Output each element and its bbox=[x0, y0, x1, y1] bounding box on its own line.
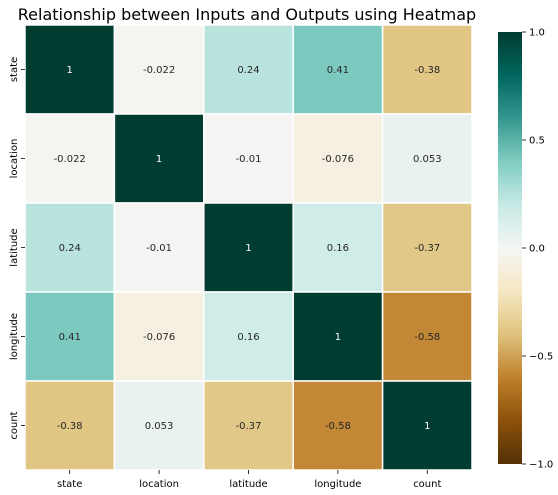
heatmap-cell bbox=[24, 380, 116, 471]
cell-value-label: 0.053 bbox=[413, 154, 442, 165]
cell-value-label: 0.41 bbox=[327, 65, 349, 76]
y-tick-label: location bbox=[9, 139, 20, 179]
colorbar-gradient bbox=[498, 32, 522, 464]
cell-value-label: 0.24 bbox=[59, 243, 81, 254]
x-tick-label: latitude bbox=[229, 479, 267, 490]
colorbar-tick-label: −0.5 bbox=[529, 352, 553, 363]
cell-value-label: -0.58 bbox=[325, 421, 351, 432]
colorbar-tick-label: −1.0 bbox=[529, 460, 553, 471]
heatmap-cell bbox=[381, 113, 473, 204]
y-tick-label: longitude bbox=[9, 313, 20, 360]
cell-value-label: 1 bbox=[245, 243, 251, 254]
cell-value-label: 0.24 bbox=[237, 65, 259, 76]
y-tick-label: count bbox=[9, 411, 20, 439]
heatmap-cell bbox=[292, 291, 384, 382]
y-axis-ticks: state location latitude longitude count bbox=[9, 57, 25, 440]
heatmap-cell bbox=[113, 380, 205, 471]
heatmap-cell bbox=[24, 24, 116, 115]
cell-value-label: -0.58 bbox=[414, 332, 440, 343]
cell-value-label: -0.37 bbox=[236, 421, 262, 432]
cell-value-label: 0.053 bbox=[145, 421, 174, 432]
cell-value-label: -0.37 bbox=[414, 243, 440, 254]
cell-value-label: -0.01 bbox=[146, 243, 172, 254]
heatmap-cell bbox=[113, 202, 205, 293]
heatmap-cell bbox=[381, 380, 473, 471]
cell-value-label: 0.16 bbox=[327, 243, 349, 254]
colorbar-tick-label: 0.0 bbox=[529, 244, 545, 255]
cell-value-label: -0.022 bbox=[54, 154, 86, 165]
cell-value-label: 1 bbox=[156, 154, 162, 165]
x-tick-label: location bbox=[139, 479, 179, 490]
x-tick-label: state bbox=[57, 479, 82, 490]
cell-value-label: 1 bbox=[67, 65, 73, 76]
cell-value-label: 0.16 bbox=[237, 332, 259, 343]
heatmap-cell bbox=[203, 113, 294, 204]
heatmap-cell bbox=[203, 24, 294, 115]
heatmap-cell bbox=[203, 291, 294, 382]
x-tick-label: count bbox=[413, 479, 441, 490]
cell-value-label: -0.076 bbox=[143, 332, 175, 343]
heatmap-cell bbox=[292, 202, 384, 293]
cell-value-label: -0.076 bbox=[322, 154, 354, 165]
cell-value-label: 1 bbox=[424, 421, 430, 432]
heatmap-cell bbox=[113, 291, 205, 382]
cell-value-label: -0.022 bbox=[143, 65, 175, 76]
cell-value-label: -0.01 bbox=[236, 154, 262, 165]
y-tick-label: latitude bbox=[9, 228, 20, 266]
cell-value-label: -0.38 bbox=[414, 65, 440, 76]
heatmap-cell bbox=[381, 291, 473, 382]
heatmap-cell bbox=[113, 24, 205, 115]
heatmap-cell bbox=[203, 380, 294, 471]
chart-title: Relationship between Inputs and Outputs … bbox=[18, 5, 476, 24]
cell-value-label: 1 bbox=[335, 332, 341, 343]
cell-value-label: 0.41 bbox=[59, 332, 81, 343]
colorbar-tick-label: 1.0 bbox=[529, 28, 545, 39]
x-axis-ticks: state location latitude longitude count bbox=[57, 470, 441, 490]
cell-value-label: -0.38 bbox=[57, 421, 83, 432]
y-tick-label: state bbox=[9, 57, 20, 82]
colorbar: −1.0 −0.5 0.0 0.5 1.0 bbox=[498, 28, 553, 471]
colorbar-tick-label: 0.5 bbox=[529, 136, 545, 147]
x-tick-label: longitude bbox=[314, 479, 361, 490]
heatmap-cells: 1 -0.022 0.24 0.41 -0.38 -0.022 1 -0.01 -0.076 0.… bbox=[24, 24, 473, 471]
